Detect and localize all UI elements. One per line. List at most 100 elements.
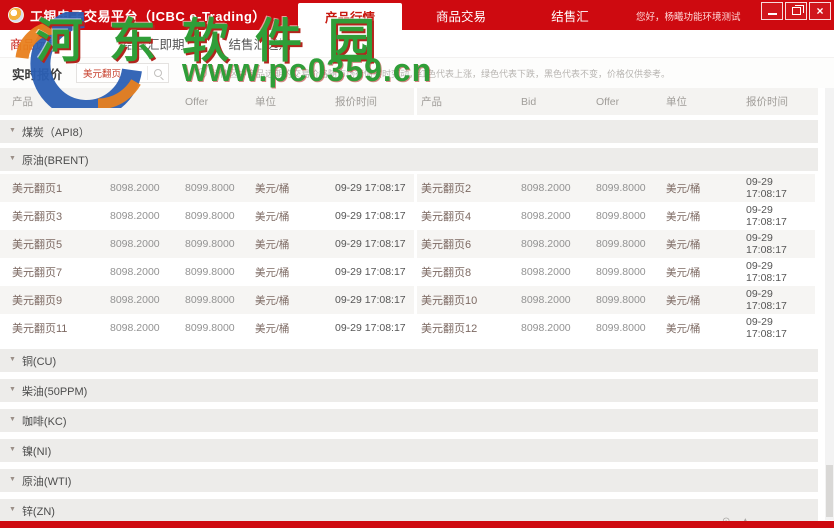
product-name: 美元翻页11 bbox=[12, 323, 68, 335]
toolbar: 实时报价 i 行情区中商品远期的交易价格随市场行情实时变动，红色代表上涨，绿色代… bbox=[0, 58, 834, 88]
product-group-row[interactable]: ▼ 镍(NI) bbox=[0, 439, 818, 462]
app-logo-icon bbox=[8, 7, 24, 23]
quote-row[interactable]: 美元翻页2 8098.2000 8099.8000 美元/桶 09-29 17:… bbox=[417, 174, 815, 202]
group-coal-api8[interactable]: ▼ 煤炭（API8） bbox=[0, 120, 818, 143]
maximize-button[interactable] bbox=[785, 2, 807, 20]
group-label: 镍(NI) bbox=[21, 445, 52, 458]
vertical-scrollbar[interactable] bbox=[825, 88, 834, 520]
group-label: 咖啡(KC) bbox=[21, 415, 67, 428]
unit-value: 美元/桶 bbox=[666, 294, 701, 307]
offer-value: 8099.8000 bbox=[185, 238, 235, 250]
offer-value: 8099.8000 bbox=[596, 294, 646, 306]
bid-value: 8098.2000 bbox=[110, 294, 160, 306]
main-nav: 产品行情 商品交易 结售汇 bbox=[298, 0, 620, 30]
unit-value: 美元/桶 bbox=[666, 266, 701, 279]
search-input[interactable] bbox=[77, 67, 148, 79]
product-group-row[interactable]: ▼ 柴油(50PPM) bbox=[0, 379, 818, 402]
col-offer: Offer bbox=[185, 95, 209, 108]
window-bottom-border bbox=[0, 521, 834, 528]
bid-value: 8098.2000 bbox=[110, 210, 160, 222]
tab-product-quotes[interactable]: 产品行情 bbox=[298, 3, 402, 30]
product-name: 美元翻页10 bbox=[421, 295, 478, 307]
group-crude-brent[interactable]: ▼ 原油(BRENT) bbox=[0, 148, 818, 171]
quote-row[interactable]: 美元翻页12 8098.2000 8099.8000 美元/桶 09-29 17… bbox=[417, 314, 815, 342]
col-bid: Bid bbox=[521, 95, 537, 108]
col-product: 产品 bbox=[12, 96, 33, 108]
close-icon: × bbox=[816, 4, 824, 18]
unit-value: 美元/桶 bbox=[666, 210, 701, 223]
bid-value: 8098.2000 bbox=[110, 238, 160, 250]
quote-row[interactable]: 美元翻页3 8098.2000 8099.8000 美元/桶 09-29 17:… bbox=[0, 202, 414, 230]
quote-row[interactable]: 美元翻页11 8098.2000 8099.8000 美元/桶 09-29 17… bbox=[0, 314, 414, 342]
product-name: 美元翻页12 bbox=[421, 323, 478, 335]
search-button[interactable] bbox=[148, 64, 168, 82]
subtab-fx-spot[interactable]: 结售汇即期 bbox=[122, 38, 185, 52]
chevron-down-icon: ▼ bbox=[9, 127, 16, 134]
quote-time: 09-29 17:08:17 bbox=[335, 182, 406, 194]
table-headers: 产品 Bid Offer 单位 报价时间 产品 Bid Offer 单位 报价时… bbox=[0, 88, 818, 117]
bid-value: 8098.2000 bbox=[521, 294, 571, 306]
unit-value: 美元/桶 bbox=[255, 322, 290, 335]
offer-value: 8099.8000 bbox=[596, 182, 646, 194]
product-name: 美元翻页4 bbox=[421, 211, 472, 223]
chevron-down-icon: ▼ bbox=[9, 506, 16, 513]
subtab-commodity-forward[interactable]: 商品远期 bbox=[10, 38, 61, 52]
chevron-down-icon: ▼ bbox=[9, 356, 16, 363]
chevron-down-icon: ▼ bbox=[9, 386, 16, 393]
product-group-row[interactable]: ▼ 咖啡(KC) bbox=[0, 409, 818, 432]
quotes-area: 产品 Bid Offer 单位 报价时间 产品 Bid Offer 单位 报价时… bbox=[0, 88, 818, 522]
quote-time: 09-29 17:08:17 bbox=[335, 294, 406, 306]
close-button[interactable]: × bbox=[809, 2, 831, 20]
minimize-button[interactable] bbox=[761, 2, 783, 20]
quote-time: 09-29 17:08:17 bbox=[746, 260, 787, 284]
bid-value: 8098.2000 bbox=[521, 238, 571, 250]
quote-row[interactable]: 美元翻页7 8098.2000 8099.8000 美元/桶 09-29 17:… bbox=[0, 258, 414, 286]
right-table-header: 产品 Bid Offer 单位 报价时间 bbox=[417, 88, 815, 115]
bid-value: 8098.2000 bbox=[521, 266, 571, 278]
offer-value: 8099.8000 bbox=[596, 238, 646, 250]
product-group-row[interactable]: ▼ 铜(CU) bbox=[0, 349, 818, 372]
bid-value: 8098.2000 bbox=[110, 266, 160, 278]
unit-value: 美元/桶 bbox=[255, 294, 290, 307]
product-group-row[interactable]: ▼ 原油(WTI) bbox=[0, 469, 818, 492]
scrollbar-thumb[interactable] bbox=[826, 465, 833, 517]
quote-row[interactable]: 美元翻页4 8098.2000 8099.8000 美元/桶 09-29 17:… bbox=[417, 202, 815, 230]
quote-row[interactable]: 美元翻页5 8098.2000 8099.8000 美元/桶 09-29 17:… bbox=[0, 230, 414, 258]
chevron-down-icon: ▼ bbox=[9, 476, 16, 483]
quote-time: 09-29 17:08:17 bbox=[746, 204, 787, 228]
product-name: 美元翻页9 bbox=[12, 295, 63, 307]
quote-time: 09-29 17:08:17 bbox=[746, 316, 787, 340]
info-icon: i bbox=[197, 68, 208, 78]
quote-row[interactable]: 美元翻页9 8098.2000 8099.8000 美元/桶 09-29 17:… bbox=[0, 286, 414, 314]
product-name: 美元翻页2 bbox=[421, 183, 472, 195]
welcome-text: 您好，杨曦功能环境测试 bbox=[636, 12, 741, 23]
bid-value: 8098.2000 bbox=[521, 210, 571, 222]
offer-value: 8099.8000 bbox=[185, 210, 235, 222]
group-label: 柴油(50PPM) bbox=[21, 385, 88, 398]
offer-value: 8099.8000 bbox=[185, 294, 235, 306]
bid-value: 8098.2000 bbox=[521, 182, 571, 194]
quotes-tables: 美元翻页1 8098.2000 8099.8000 美元/桶 09-29 17:… bbox=[0, 174, 818, 342]
chevron-down-icon: ▼ bbox=[9, 416, 16, 423]
tab-fx-settlement[interactable]: 结售汇 bbox=[551, 9, 589, 24]
quote-row[interactable]: 美元翻页1 8098.2000 8099.8000 美元/桶 09-29 17:… bbox=[0, 174, 414, 202]
quote-time: 09-29 17:08:17 bbox=[335, 266, 406, 278]
col-time: 报价时间 bbox=[335, 96, 377, 108]
subtab-fx-forward[interactable]: 结售汇远期 bbox=[228, 38, 292, 52]
quote-row[interactable]: 美元翻页10 8098.2000 8099.8000 美元/桶 09-29 17… bbox=[417, 286, 815, 314]
col-product: 产品 bbox=[421, 96, 442, 108]
window-controls: × bbox=[761, 2, 831, 20]
quote-row[interactable]: 美元翻页6 8098.2000 8099.8000 美元/桶 09-29 17:… bbox=[417, 230, 815, 258]
quote-time: 09-29 17:08:17 bbox=[746, 232, 787, 256]
quote-row[interactable]: 美元翻页8 8098.2000 8099.8000 美元/桶 09-29 17:… bbox=[417, 258, 815, 286]
quote-time: 09-29 17:08:17 bbox=[746, 288, 787, 312]
realtime-quote-label: 实时报价 bbox=[12, 67, 63, 82]
tab-commodity-trading[interactable]: 商品交易 bbox=[435, 9, 486, 24]
chevron-down-icon: ▼ bbox=[9, 446, 16, 453]
product-group-row[interactable]: ▼ 锌(ZN) bbox=[0, 499, 818, 522]
group-label: 铜(CU) bbox=[21, 355, 57, 368]
unit-value: 美元/桶 bbox=[666, 322, 701, 335]
offer-value: 8099.8000 bbox=[185, 182, 235, 194]
quote-time: 09-29 17:08:17 bbox=[746, 176, 787, 200]
col-bid: Bid bbox=[110, 95, 126, 108]
